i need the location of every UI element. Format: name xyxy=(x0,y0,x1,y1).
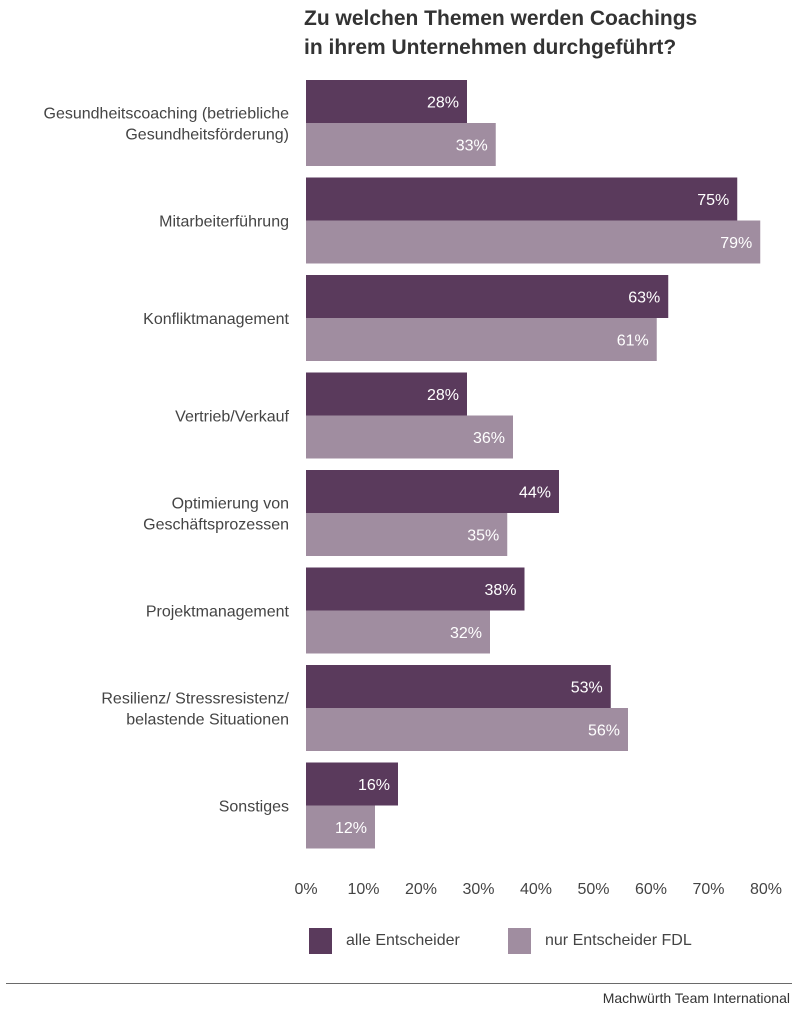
category-label-resilienz-stressresistenz-belastende-situationen: Resilienz/ Stressresistenz/belastende Si… xyxy=(101,691,289,729)
legend-item-nur-entscheider-fdl: nur Entscheider FDL xyxy=(508,928,692,954)
bar-value-label: 36% xyxy=(473,430,505,447)
bar-nur-entscheider-fdl-optimierung-von-geschäftsprozessen xyxy=(306,513,508,556)
bar-nur-entscheider-fdl-projektmanagement xyxy=(306,610,490,654)
category-label-line: Vertrieb/Verkauf xyxy=(175,409,289,426)
bar-alle-entscheider-gesundheitscoaching-betriebliche-gesundheitsförderung xyxy=(306,80,467,123)
legend-swatch-alle-entscheider xyxy=(309,928,332,954)
bar-alle-entscheider-optimierung-von-geschäftsprozessen xyxy=(306,470,559,513)
bar-nur-entscheider-fdl-vertrieb-verkauf xyxy=(306,415,513,459)
bar-alle-entscheider-resilienz-stressresistenz-belastende-situationen xyxy=(306,665,611,708)
category-label-mitarbeiterführung: Mitarbeiterführung xyxy=(159,214,289,231)
bar-value-label: 61% xyxy=(617,333,649,350)
category-label-sonstiges: Sonstiges xyxy=(219,799,289,816)
bar-alle-entscheider-konfliktmanagement xyxy=(306,275,669,318)
bar-nur-entscheider-fdl-mitarbeiterführung xyxy=(306,220,761,264)
bar-value-label: 53% xyxy=(571,680,603,697)
category-label-line: Mitarbeiterführung xyxy=(159,214,289,231)
category-label-line: Optimierung von xyxy=(172,496,289,513)
category-label-konfliktmanagement: Konfliktmanagement xyxy=(143,311,289,328)
category-label-line: Geschäftsprozessen xyxy=(143,517,289,534)
category-label-line: Gesundheitscoaching (betriebliche xyxy=(44,106,290,123)
bar-value-label: 63% xyxy=(628,290,660,307)
bar-value-label: 32% xyxy=(450,625,482,642)
bar-value-label: 28% xyxy=(427,95,459,112)
legend-label-nur-entscheider-fdl: nur Entscheider FDL xyxy=(545,932,692,949)
bar-value-label: 33% xyxy=(456,138,488,155)
x-tick-label: 80% xyxy=(750,881,782,898)
bar-value-label: 38% xyxy=(484,582,516,599)
bar-value-label: 44% xyxy=(519,485,551,502)
bar-value-label: 12% xyxy=(335,820,367,837)
x-tick-label: 0% xyxy=(294,881,317,898)
category-label-line: Gesundheitsförderung) xyxy=(125,127,289,144)
chart-title: Zu welchen Themen werden Coachings in ih… xyxy=(304,4,784,62)
x-tick-label: 70% xyxy=(692,881,724,898)
category-label-projektmanagement: Projektmanagement xyxy=(146,604,290,621)
bar-alle-entscheider-sonstiges xyxy=(306,762,398,806)
category-label-gesundheitscoaching-betriebliche-gesundheitsförderung: Gesundheitscoaching (betriebliche Gesundh… xyxy=(44,106,290,144)
category-label-line: Resilienz/ Stressresistenz/ xyxy=(101,691,289,708)
bar-alle-entscheider-mitarbeiterführung xyxy=(306,177,738,221)
chart-title-line-2: in ihrem Unternehmen durchgeführt? xyxy=(304,36,677,59)
category-label-line: Projektmanagement xyxy=(146,604,290,621)
legend-label-alle-entscheider: alle Entscheider xyxy=(346,932,460,949)
bar-alle-entscheider-projektmanagement xyxy=(306,567,525,611)
category-label-vertrieb-verkauf: Vertrieb/Verkauf xyxy=(175,409,289,426)
x-tick-label: 10% xyxy=(347,881,379,898)
bar-nur-entscheider-fdl-konfliktmanagement xyxy=(306,318,657,361)
x-tick-label: 20% xyxy=(405,881,437,898)
bar-nur-entscheider-fdl-sonstiges xyxy=(306,805,375,849)
category-label-line: Sonstiges xyxy=(219,799,289,816)
bar-value-label: 35% xyxy=(467,528,499,545)
bar-value-label: 56% xyxy=(588,723,620,740)
bar-nur-entscheider-fdl-gesundheitscoaching-betriebliche-gesundheitsförderung xyxy=(306,123,496,166)
x-tick-label: 30% xyxy=(462,881,494,898)
legend-swatch-nur-entscheider-fdl xyxy=(508,928,531,954)
category-label-line: belastende Situationen xyxy=(126,712,289,729)
category-label-optimierung-von-geschäftsprozessen: Optimierung von Geschäftsprozessen xyxy=(143,496,289,534)
bar-nur-entscheider-fdl-resilienz-stressresistenz-belastende-situationen xyxy=(306,708,628,751)
bar-value-label: 75% xyxy=(697,192,729,209)
legend-item-alle-entscheider: alle Entscheider xyxy=(309,928,460,954)
bar-alle-entscheider-vertrieb-verkauf xyxy=(306,372,467,416)
x-tick-label: 40% xyxy=(520,881,552,898)
bar-chart: Gesundheitscoaching (betriebliche Gesundh… xyxy=(44,80,782,898)
bar-value-label: 79% xyxy=(720,235,752,252)
x-tick-label: 60% xyxy=(635,881,667,898)
bar-value-label: 16% xyxy=(358,777,390,794)
category-label-line: Konfliktmanagement xyxy=(143,311,289,328)
x-tick-label: 50% xyxy=(577,881,609,898)
bar-value-label: 28% xyxy=(427,387,459,404)
footer-credit: Machwürth Team International xyxy=(602,990,790,1006)
footer-divider xyxy=(6,983,792,984)
chart-title-line-1: Zu welchen Themen werden Coachings xyxy=(304,7,698,30)
